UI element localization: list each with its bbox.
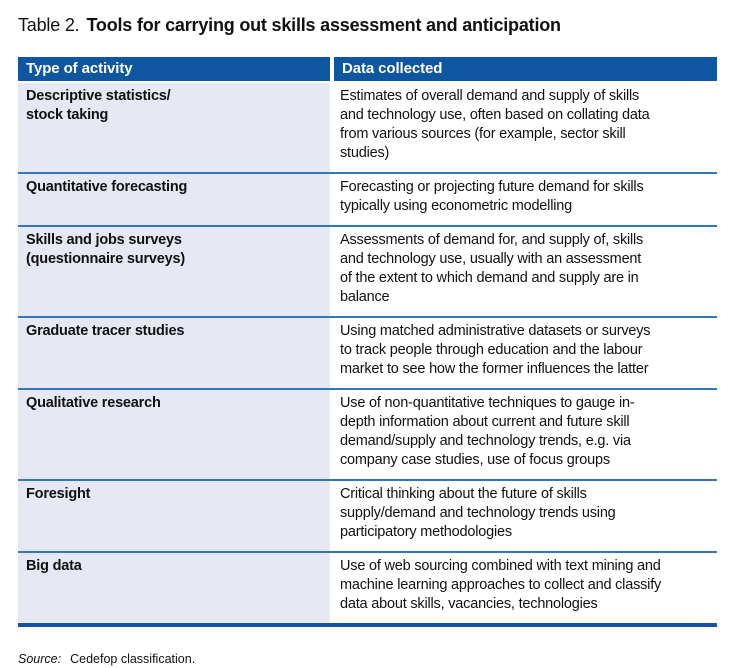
data-collected-cell: Critical thinking about the future of sk… (334, 481, 717, 551)
table-row-descriptive-statistics: Descriptive statistics/ stock taking Est… (18, 83, 717, 172)
table-row-foresight: Foresight Critical thinking about the fu… (18, 479, 717, 551)
activity-cell: Foresight (18, 481, 330, 551)
data-collected-cell: Use of web sourcing combined with text m… (334, 553, 717, 623)
table-caption: Table 2. Tools for carrying out skills as… (18, 14, 732, 36)
table-title-text: Tools for carrying out skills assessment… (86, 15, 561, 35)
data-collected-cell: Forecasting or projecting future demand … (334, 174, 717, 225)
activity-cell: Descriptive statistics/ stock taking (18, 83, 330, 172)
table-row-qualitative-research: Qualitative research Use of non-quantita… (18, 388, 717, 479)
table-number: Table 2. (18, 15, 80, 35)
table-row-graduate-tracer-studies: Graduate tracer studies Using matched ad… (18, 316, 717, 388)
column-header-data-collected: Data collected (334, 57, 717, 81)
activity-cell: Big data (18, 553, 330, 623)
source-label: Source: (18, 652, 62, 666)
column-header-type-of-activity: Type of activity (18, 57, 330, 81)
source-note: Source: Cedefop classification. (18, 651, 732, 667)
data-collected-cell: Assessments of demand for, and supply of… (334, 227, 717, 316)
skills-assessment-table: Type of activity Data collected Descript… (18, 57, 717, 627)
data-collected-cell: Use of non-quantitative techniques to ga… (334, 390, 717, 479)
table-row-big-data: Big data Use of web sourcing combined wi… (18, 551, 717, 623)
activity-cell: Graduate tracer studies (18, 318, 330, 388)
activity-cell: Qualitative research (18, 390, 330, 479)
data-collected-cell: Estimates of overall demand and supply o… (334, 83, 717, 172)
source-text: Cedefop classification. (70, 652, 196, 666)
table-header-row: Type of activity Data collected (18, 57, 717, 83)
data-collected-cell: Using matched administrative datasets or… (334, 318, 717, 388)
activity-cell: Skills and jobs surveys (questionnaire s… (18, 227, 330, 316)
table-row-quantitative-forecasting: Quantitative forecasting Forecasting or … (18, 172, 717, 225)
activity-cell: Quantitative forecasting (18, 174, 330, 225)
table-row-skills-and-jobs-surveys: Skills and jobs surveys (questionnaire s… (18, 225, 717, 316)
